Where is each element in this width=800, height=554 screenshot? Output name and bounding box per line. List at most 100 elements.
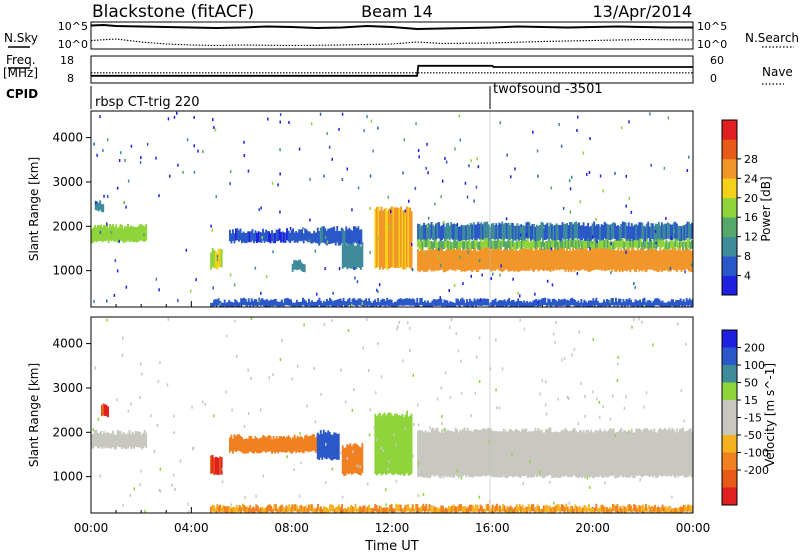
heatmap-cell [576, 431, 579, 478]
heatmap-cell [232, 302, 235, 307]
heatmap-cell [438, 247, 441, 271]
scatter-echo [434, 445, 436, 449]
heatmap-cell [581, 507, 584, 513]
scatter-echo [250, 317, 253, 320]
heatmap-cell [326, 298, 328, 306]
scatter-echo [277, 183, 279, 187]
heatmap-cell [646, 507, 649, 513]
heatmap-cell [321, 226, 324, 243]
heatmap-cell [675, 428, 678, 476]
scatter-echo [462, 282, 464, 285]
heatmap-cell [510, 248, 513, 271]
scatter-echo [255, 494, 257, 498]
heatmap-cell [557, 432, 559, 478]
scatter-echo [579, 430, 581, 434]
heatmap-cell [566, 240, 569, 249]
heatmap-cell [552, 238, 555, 248]
heatmap-cell [490, 249, 493, 272]
heatmap-cell [533, 430, 535, 478]
heatmap-cell [612, 222, 615, 239]
heatmap-cell [247, 298, 250, 306]
scatter-echo [304, 511, 307, 513]
heatmap-cell [92, 227, 95, 243]
heatmap-cell [457, 432, 460, 479]
heatmap-cell [525, 428, 528, 476]
scatter-echo [158, 488, 161, 492]
heatmap-cell [220, 457, 223, 475]
scatter-echo [655, 241, 657, 245]
scatter-echo [671, 495, 673, 499]
heatmap-cell [545, 302, 548, 307]
heatmap-cell [242, 231, 245, 243]
heatmap-cell [587, 504, 590, 512]
heatmap-cell [509, 301, 512, 307]
heatmap-cell [472, 240, 475, 249]
heatmap-cell [417, 302, 420, 307]
heatmap-cell [430, 428, 433, 476]
heatmap-cell [613, 504, 616, 512]
heatmap-cell [229, 507, 232, 513]
nsky-series [90, 23, 694, 47]
heatmap-cell [607, 299, 610, 307]
scatter-echo [567, 396, 570, 400]
scatter-echo [197, 149, 199, 153]
heatmap-cell [344, 447, 347, 476]
heatmap-cell [666, 222, 669, 239]
x-tick-label: 16:00 [475, 521, 510, 535]
scatter-echo [417, 423, 420, 427]
heatmap-cell [620, 223, 623, 240]
scatter-echo [279, 120, 281, 124]
heatmap-cell [466, 248, 469, 271]
heatmap-cell [284, 437, 287, 453]
heatmap-cell [447, 222, 450, 239]
heatmap-cell [691, 222, 693, 239]
heatmap-cell [460, 504, 462, 512]
scatter-echo [610, 242, 612, 246]
heatmap-cell [339, 231, 342, 246]
heatmap-cell [293, 232, 296, 243]
heatmap-cell [502, 504, 505, 512]
heatmap-cell [569, 222, 572, 239]
heatmap-cell [551, 240, 553, 249]
heatmap-cell [490, 223, 493, 240]
heatmap-cell [143, 429, 146, 447]
heatmap-cell [618, 508, 620, 513]
heatmap-cell [524, 302, 527, 307]
heatmap-cell [557, 299, 560, 306]
heatmap-cell [381, 298, 384, 306]
heatmap-cell [480, 246, 483, 270]
heatmap-cell [503, 505, 506, 512]
heatmap-cell [621, 302, 623, 307]
heatmap-cell [377, 206, 380, 267]
heatmap-cell [256, 232, 258, 243]
scatter-echo [426, 451, 429, 455]
heatmap-cell [325, 230, 328, 246]
heatmap-cell [217, 505, 220, 513]
heatmap-cell [315, 507, 318, 513]
scatter-echo [673, 229, 676, 233]
scatter-echo [478, 336, 481, 340]
scatter-echo [298, 494, 301, 498]
heatmap-cell [444, 240, 447, 249]
heatmap-cell [257, 438, 260, 454]
heatmap-cell [259, 507, 262, 513]
scatter-echo [625, 204, 627, 208]
heatmap-cell [653, 225, 656, 241]
scatter-echo [450, 318, 453, 321]
heatmap-cell [662, 237, 665, 247]
heatmap-cell [668, 241, 671, 250]
heatmap-cell [350, 244, 353, 269]
heatmap-cell [402, 298, 405, 306]
heatmap-cell [434, 506, 437, 513]
scatter-echo [221, 467, 224, 471]
heatmap-cell [343, 448, 346, 476]
heatmap-cell [377, 508, 380, 513]
heatmap-cell [647, 241, 650, 250]
heatmap-cell [426, 224, 429, 240]
heatmap-cell [675, 300, 678, 307]
scatter-echo [622, 473, 624, 477]
cpid-label-1: rbsp CT-trig 220 [95, 95, 200, 110]
heatmap-cell [302, 264, 305, 272]
scatter-echo [599, 174, 602, 178]
